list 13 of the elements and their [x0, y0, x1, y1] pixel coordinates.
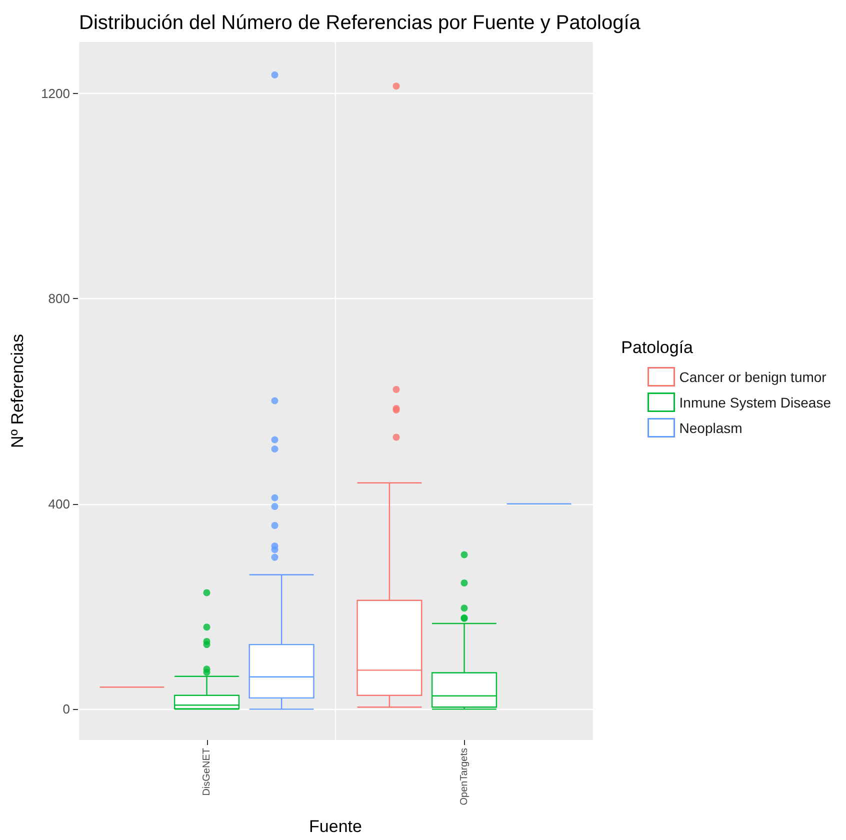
y-tick-label: 0: [62, 702, 70, 717]
chart-title: Distribución del Número de Referencias por Fuente y Patología: [79, 12, 642, 34]
legend-label: Cancer or benign tumor: [679, 368, 827, 385]
legend-title: Patología: [621, 338, 694, 357]
y-tick-label: 800: [48, 291, 70, 306]
x-axis-title: Fuente: [309, 817, 362, 836]
legend-label: Neoplasm: [679, 420, 742, 436]
x-tick-label: OpenTargets: [458, 748, 470, 806]
y-axis-title: Nº Referencias: [8, 334, 27, 448]
legend-label: Inmune System Disease: [679, 394, 832, 410]
y-tick-label: 1200: [41, 86, 70, 101]
x-tick-label: DisGeNET: [201, 748, 212, 796]
y-tick-label: 400: [48, 496, 70, 512]
